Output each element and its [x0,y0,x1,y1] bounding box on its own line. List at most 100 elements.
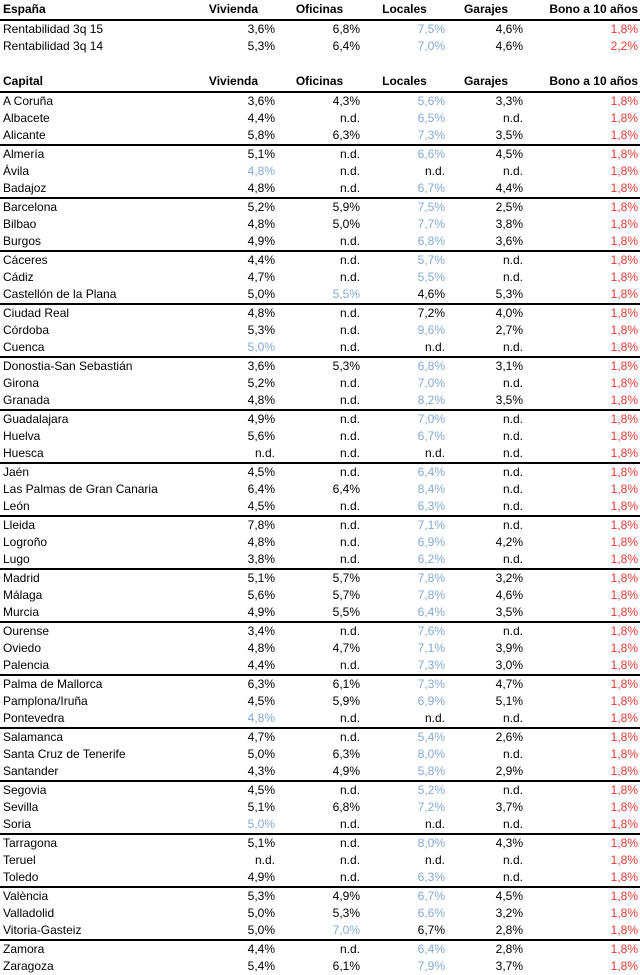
value-cell: 1,8% [610,800,638,814]
value-cell: 1,8% [610,323,638,337]
value-cell: 4,8% [247,535,275,549]
table-row: Guadalajara 4,9% n.d. 7,0% n.d. 1,8% [0,410,640,428]
value-cell: n.d. [339,270,360,284]
value-cell: 2,6% [495,730,523,744]
table-row: Pontevedra 4,8% n.d. n.d. n.d. 1,8% [0,710,640,729]
value-cell: n.d. [362,816,447,835]
value-cell: n.d. [277,445,362,464]
value-cell: 1,8% [610,200,638,214]
table-row: Zamora 4,4% n.d. 6,4% 2,8% 1,8% [0,940,640,958]
row-label: Cádiz [3,270,34,284]
table-row: Toledo 4,9% n.d. 6,3% n.d. 1,8% [0,869,640,888]
column-header: Oficinas [277,72,362,93]
table-row: Albacete 4,4% n.d. 6,5% n.d. 1,8% [0,110,640,127]
value-cell: 3,2% [495,906,523,920]
value-cell: 4,5% [190,498,277,517]
value-cell: 1,8% [525,339,640,358]
value-cell: 6,3% [277,127,362,146]
value-cell: 1,8% [610,783,638,797]
value-cell: 2,8% [447,922,525,941]
table-row: Santander 4,3% 4,9% 5,8% 2,9% 1,8% [0,763,640,782]
value-cell: 9,6% [417,323,445,337]
value-cell: 4,4% [247,253,275,267]
value-cell: n.d. [502,783,523,797]
row-label: Murcia [0,604,190,623]
value-cell: 1,8% [610,94,638,108]
value-cell: 5,3% [247,39,275,53]
value-cell: 1,8% [525,763,640,782]
value-cell: 3,6% [447,233,525,252]
value-cell: n.d. [277,498,362,517]
value-cell: n.d. [502,253,523,267]
value-cell: 1,8% [610,730,638,744]
value-cell: n.d. [339,376,360,390]
value-cell: n.d. [277,657,362,676]
value-cell: 3,6% [247,22,275,36]
value-cell: 5,7% [417,253,445,267]
value-cell: n.d. [339,147,360,161]
value-cell: 1,8% [610,906,638,920]
value-cell: 1,8% [525,392,640,411]
value-cell: 6,3% [362,498,447,517]
value-cell: n.d. [502,465,523,479]
value-cell: 7,6% [417,624,445,638]
value-cell: 1,8% [610,359,638,373]
value-cell: 6,7% [362,180,447,199]
row-label: Palencia [0,657,190,676]
row-label: Córdoba [3,323,50,337]
value-cell: 1,8% [610,853,638,867]
value-cell: n.d. [190,445,277,464]
value-cell: 1,8% [610,147,638,161]
section-header-label: España [0,0,190,21]
value-cell: 5,7% [332,588,360,602]
value-cell: 6,4% [362,604,447,623]
value-cell: n.d. [447,869,525,888]
value-cell: 6,7% [362,922,447,941]
value-cell: 3,7% [495,959,523,973]
row-label: Cuenca [0,339,190,358]
row-label: Albacete [3,111,50,125]
value-cell: 1,8% [610,518,638,532]
value-cell: n.d. [447,710,525,729]
value-cell: 4,9% [332,889,360,903]
value-cell: 5,0% [247,906,275,920]
value-cell: 7,8% [417,588,445,602]
value-cell: 1,8% [525,657,640,676]
value-cell: 4,4% [247,111,275,125]
value-cell: 5,6% [247,588,275,602]
value-cell: n.d. [447,816,525,835]
row-label: Sevilla [3,800,39,814]
value-cell: 4,5% [247,783,275,797]
value-cell: n.d. [447,339,525,358]
value-cell: n.d. [339,942,360,956]
value-cell: n.d. [277,869,362,888]
row-label: Barcelona [3,200,58,214]
table-row: Soria 5,0% n.d. n.d. n.d. 1,8% [0,816,640,835]
value-cell: 7,0% [417,376,445,390]
value-cell: 7,5% [417,22,445,36]
table-row: Córdoba 5,3% n.d. 9,6% 2,7% 1,8% [0,322,640,339]
value-cell: 6,4% [332,39,360,53]
value-cell: n.d. [424,853,445,867]
row-label: Jaén [3,465,30,479]
value-cell: 7,3% [362,127,447,146]
value-cell: 1,8% [525,922,640,941]
row-label: Ciudad Real [3,306,70,320]
value-cell: 7,5% [417,200,445,214]
value-cell: 1,8% [525,233,640,252]
value-cell: 5,4% [417,730,445,744]
value-cell: 5,0% [247,747,275,761]
row-label: Madrid [3,571,40,585]
value-cell: 7,8% [417,571,445,585]
value-cell: n.d. [339,783,360,797]
value-cell: 6,6% [417,147,445,161]
row-label: Almería [3,147,45,161]
value-cell: 4,8% [247,306,275,320]
row-label: Huesca [0,445,190,464]
value-cell: n.d. [362,710,447,729]
row-label: Toledo [0,869,190,888]
value-cell: 4,4% [190,657,277,676]
value-cell: 3,4% [247,624,275,638]
value-cell: n.d. [277,710,362,729]
value-cell: 1,8% [525,445,640,464]
